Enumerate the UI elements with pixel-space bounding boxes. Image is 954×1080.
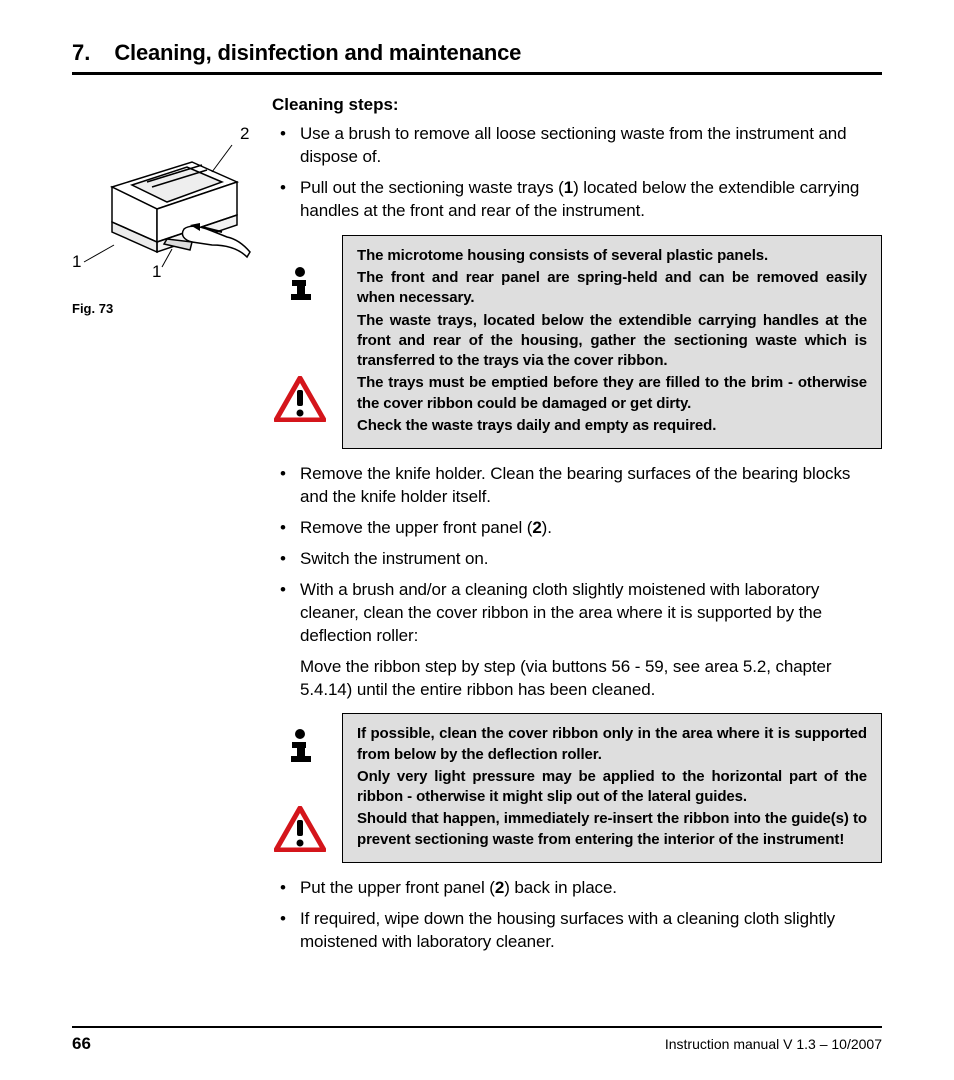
fig-label-1a: 1 <box>72 252 81 271</box>
figure-caption: Fig. 73 <box>72 301 252 316</box>
step-a-0: Use a brush to remove all loose sectioni… <box>272 123 882 169</box>
page-footer: 66 Instruction manual V 1.3 – 10/2007 <box>72 1026 882 1054</box>
warning-icon <box>274 806 326 852</box>
info-icon <box>282 728 318 764</box>
step-b-1: Remove the upper front panel (2). <box>272 517 882 540</box>
manual-version: Instruction manual V 1.3 – 10/2007 <box>665 1036 882 1052</box>
notice-1-box: The microtome housing consists of severa… <box>342 235 882 449</box>
steps-list-a: Use a brush to remove all loose sectioni… <box>272 123 882 223</box>
notice1-p5: Check the waste trays daily and empty as… <box>357 416 867 436</box>
step-c-1: If required, wipe down the housing surfa… <box>272 908 882 954</box>
info-icon <box>282 266 318 302</box>
step-a-1: Pull out the sectioning waste trays (1) … <box>272 177 882 223</box>
notice2-p1: If possible, clean the cover ribbon only… <box>357 724 867 765</box>
steps-list-c: Put the upper front panel (2) back in pl… <box>272 877 882 954</box>
notice1-p3: The waste trays, located below the exten… <box>357 311 867 372</box>
chapter-title: Cleaning, disinfection and maintenance <box>114 40 521 66</box>
notice-2-box: If possible, clean the cover ribbon only… <box>342 713 882 863</box>
step-b-3-cont: Move the ribbon step by step (via button… <box>300 656 882 702</box>
chapter-number: 7. <box>72 40 90 66</box>
steps-list-b: Remove the knife holder. Clean the beari… <box>272 463 882 701</box>
step-b-2: Switch the instrument on. <box>272 548 882 571</box>
step-b-3: With a brush and/or a cleaning cloth sli… <box>272 579 882 702</box>
fig-label-2: 2 <box>240 127 249 143</box>
notice-1: The microtome housing consists of severa… <box>272 235 882 449</box>
chapter-heading: 7. Cleaning, disinfection and maintenanc… <box>72 40 882 75</box>
notice2-p3: Should that happen, immediately re-inser… <box>357 809 867 850</box>
step-c-0: Put the upper front panel (2) back in pl… <box>272 877 882 900</box>
fig-label-1b: 1 <box>152 262 161 281</box>
page-number: 66 <box>72 1034 91 1054</box>
step-b-0: Remove the knife holder. Clean the beari… <box>272 463 882 509</box>
notice1-p2: The front and rear panel are spring-held… <box>357 268 867 309</box>
cleaning-steps-heading: Cleaning steps: <box>272 95 882 115</box>
notice1-p1: The microtome housing consists of severa… <box>357 246 867 266</box>
notice-2: If possible, clean the cover ribbon only… <box>272 713 882 863</box>
figure-73: 2 <box>72 127 252 316</box>
notice1-p4: The trays must be emptied before they ar… <box>357 373 867 414</box>
notice2-p2: Only very light pressure may be applied … <box>357 767 867 808</box>
warning-icon <box>274 376 326 422</box>
